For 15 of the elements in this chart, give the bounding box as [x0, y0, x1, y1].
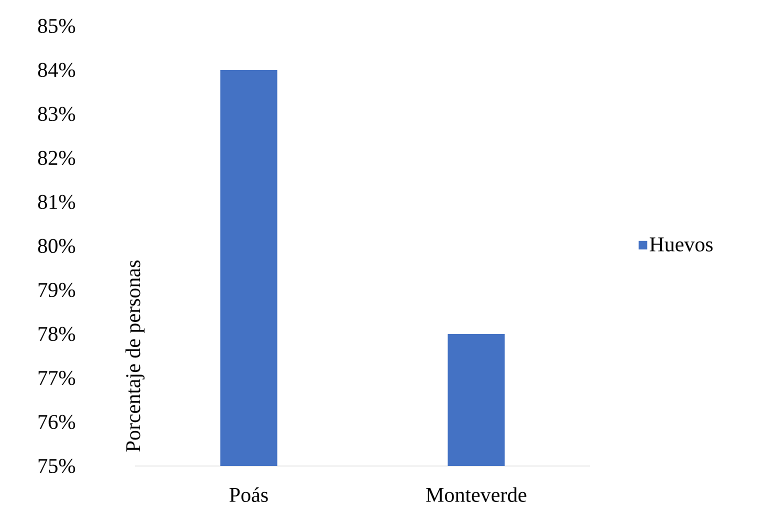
- y-tick-label: 78%: [38, 326, 76, 342]
- y-tick-label: 83%: [38, 106, 76, 122]
- y-tick-label: 75%: [38, 458, 76, 474]
- y-tick-label: 77%: [38, 370, 76, 386]
- y-axis-title: Porcentaje de personas: [125, 260, 145, 452]
- x-tick-label: Poás: [230, 487, 268, 502]
- y-tick-label: 81%: [38, 194, 76, 210]
- y-tick-label: 80%: [38, 238, 76, 254]
- y-tick-label: 76%: [38, 414, 76, 430]
- legend-label: Huevos: [650, 238, 713, 252]
- x-tick-label: Monteverde: [426, 487, 526, 502]
- y-tick-label: 84%: [38, 62, 76, 78]
- y-tick-label: 85%: [38, 18, 76, 34]
- y-tick-label: 79%: [38, 282, 76, 298]
- y-tick-label: 82%: [38, 150, 76, 166]
